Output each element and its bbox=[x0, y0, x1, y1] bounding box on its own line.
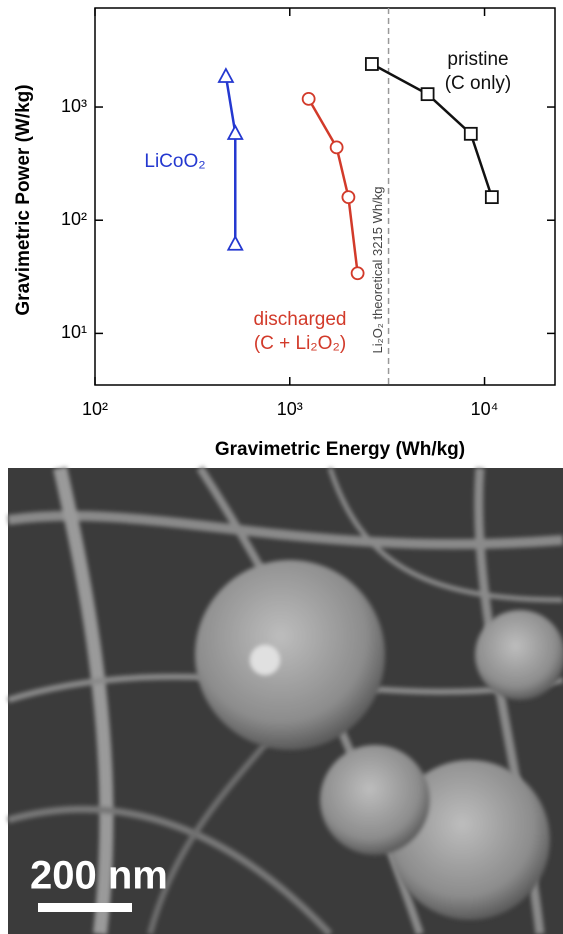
x-tick-label: 10³ bbox=[277, 399, 303, 419]
plot-frame bbox=[94, 7, 556, 386]
series-label: discharged (C + Li₂O₂) bbox=[253, 309, 347, 354]
y-tick-label: 10¹ bbox=[61, 322, 87, 342]
marker bbox=[217, 67, 235, 83]
nanofibers bbox=[7, 465, 563, 934]
marker bbox=[329, 140, 344, 155]
marker bbox=[301, 92, 316, 106]
y-axis-label: Gravimetric Power (W/kg) bbox=[13, 84, 34, 315]
series-label: pristine (C only) bbox=[444, 49, 512, 94]
chart: Gravimetric Power (W/kg) Gravimetric Ene… bbox=[13, 7, 556, 460]
sem-background bbox=[8, 468, 563, 934]
marker bbox=[341, 190, 356, 205]
series-line bbox=[371, 62, 494, 198]
reference-label: Li₂O₂ theoretical 3215 Wh/kg bbox=[370, 187, 385, 354]
marker bbox=[226, 124, 244, 140]
y-tick-label: 10³ bbox=[61, 96, 87, 116]
x-tick-label: 10⁴ bbox=[471, 399, 499, 419]
scale-bar-label: 200 nm bbox=[30, 854, 168, 898]
x-axis-label: Gravimetric Energy (Wh/kg) bbox=[215, 439, 465, 460]
particles bbox=[195, 560, 563, 920]
scale-bar bbox=[38, 903, 132, 912]
marker bbox=[350, 266, 365, 281]
x-tick-label: 10² bbox=[82, 399, 108, 419]
marker bbox=[463, 126, 478, 141]
marker bbox=[364, 57, 379, 71]
marker bbox=[226, 234, 244, 251]
series-label: LiCoO₂ bbox=[144, 151, 206, 172]
series-line bbox=[307, 98, 359, 274]
marker bbox=[420, 87, 435, 102]
y-tick-label: 10² bbox=[61, 209, 87, 229]
marker bbox=[484, 190, 499, 205]
